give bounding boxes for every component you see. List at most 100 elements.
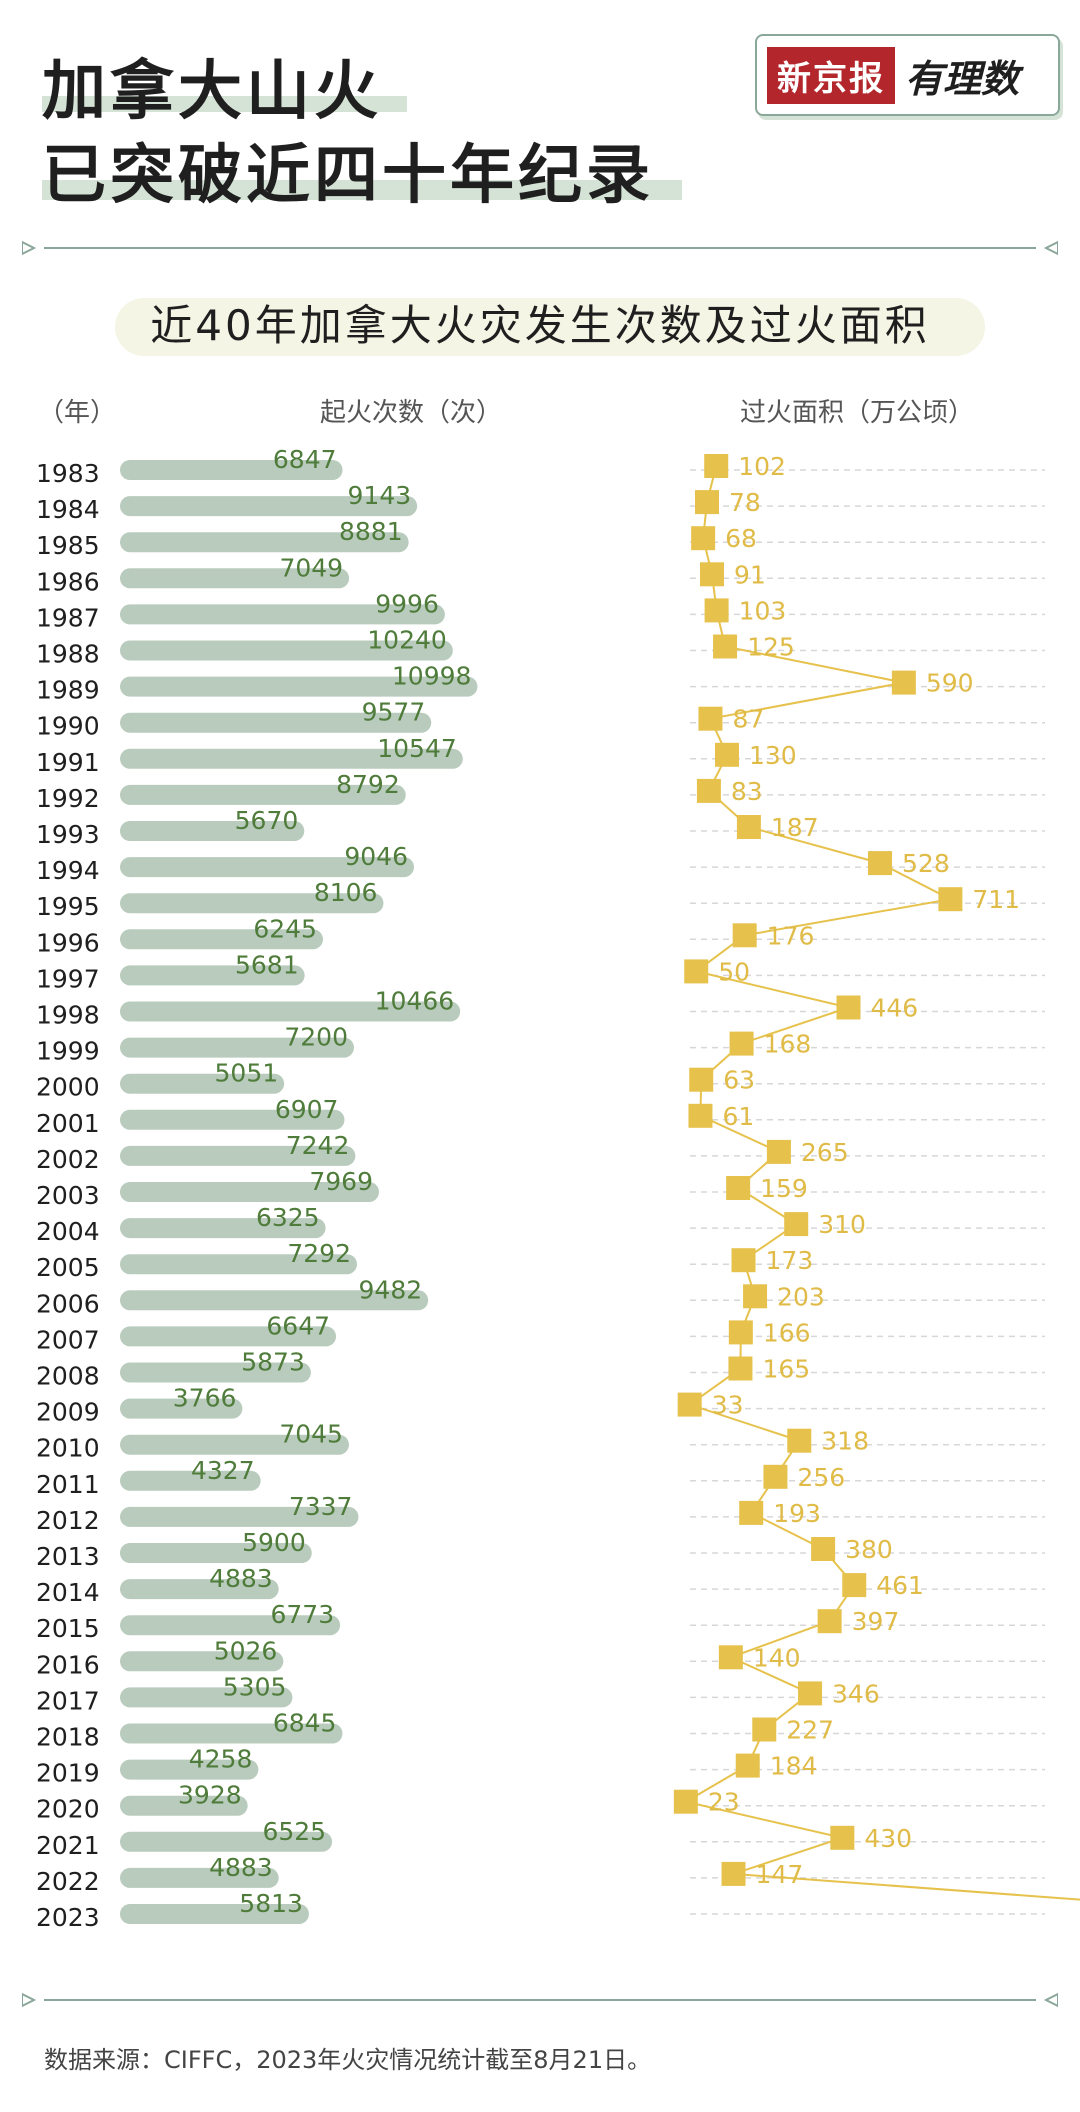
fire-count-label: 5670 (235, 806, 299, 835)
fire-count-bar (120, 1687, 293, 1708)
area-marker (728, 1320, 753, 1345)
area-value-label: 125 (747, 633, 795, 662)
area-marker (830, 1825, 855, 1850)
area-marker (728, 1356, 753, 1381)
area-marker (713, 634, 738, 659)
area-marker (743, 1284, 768, 1309)
area-marker (811, 1537, 836, 1561)
year-label: 2006 (36, 1289, 100, 1318)
area-value-label: 187 (771, 813, 819, 842)
fire-count-bar (120, 1073, 285, 1094)
year-label: 2015 (36, 1614, 100, 1643)
fire-count-bar (120, 1398, 243, 1419)
area-value-label: 68 (725, 524, 757, 553)
fire-count-bar (120, 1506, 359, 1527)
fire-count-label: 3766 (173, 1384, 237, 1413)
area-value-label: 346 (832, 1679, 880, 1708)
area-value-label: 103 (739, 596, 787, 625)
area-marker (696, 778, 721, 803)
fire-count-label: 6525 (262, 1817, 326, 1846)
fire-count-label: 5873 (241, 1348, 305, 1377)
area-marker (735, 1753, 760, 1778)
fire-count-label: 9143 (348, 481, 412, 510)
fire-count-bar (120, 1615, 341, 1636)
area-value-label: 83 (731, 777, 763, 806)
area-value-label: 184 (770, 1752, 818, 1781)
fire-count-label: 4327 (191, 1456, 255, 1485)
fire-count-bar (120, 1579, 279, 1600)
year-label: 1995 (36, 892, 100, 921)
year-label: 1992 (36, 784, 100, 813)
fire-count-label: 10240 (367, 626, 447, 655)
area-value-label: 63 (723, 1066, 755, 1095)
area-marker (736, 815, 761, 839)
year-label: 1997 (36, 964, 100, 993)
area-value-label: 87 (732, 705, 764, 734)
year-label: 1985 (36, 531, 100, 560)
area-marker (836, 995, 861, 1020)
year-label: 2022 (36, 1867, 100, 1896)
fire-count-bar (120, 784, 406, 805)
fire-count-label: 9996 (375, 589, 439, 618)
area-marker (739, 1500, 764, 1525)
page-title-line-1: 加拿大山火 (42, 55, 382, 129)
year-label: 2010 (36, 1434, 100, 1463)
area-marker (726, 1176, 751, 1200)
fire-count-label: 10998 (392, 662, 472, 691)
year-label: 1994 (36, 856, 100, 885)
area-value-label: 23 (708, 1788, 740, 1817)
fire-count-label: 6907 (275, 1095, 339, 1124)
fire-count-bar (120, 965, 305, 986)
year-label: 2018 (36, 1723, 100, 1752)
year-label: 1998 (36, 1001, 100, 1030)
area-marker (732, 923, 757, 948)
fire-count-label: 9482 (359, 1275, 423, 1304)
year-label: 2020 (36, 1795, 100, 1824)
fire-count-label: 7242 (286, 1131, 350, 1160)
area-value-label: 461 (876, 1571, 924, 1600)
area-marker (766, 1139, 791, 1164)
area-marker (691, 526, 716, 551)
fire-count-bar (120, 712, 432, 733)
area-value-label: 430 (864, 1824, 912, 1853)
fire-count-label: 4883 (209, 1853, 273, 1882)
year-axis-label: （年） (38, 398, 117, 428)
fire-count-bar (120, 1218, 326, 1239)
year-label: 1989 (36, 676, 100, 705)
subtitle-background (115, 298, 985, 356)
area-value-label: 78 (729, 488, 761, 517)
fire-count-label: 10547 (377, 734, 457, 763)
fire-count-bar (120, 1037, 354, 1058)
area-marker (677, 1392, 702, 1417)
area-marker (817, 1609, 842, 1634)
year-label: 1988 (36, 640, 100, 669)
fire-count-bar (120, 1651, 284, 1672)
area-marker (699, 562, 724, 587)
area-value-label: 102 (738, 452, 786, 481)
fire-count-label: 4883 (209, 1564, 273, 1593)
area-marker (938, 887, 963, 912)
year-label: 2012 (36, 1506, 100, 1535)
fire-count-label: 6773 (270, 1600, 334, 1629)
fire-count-bar (120, 1723, 343, 1744)
area-marker (704, 454, 729, 478)
area-value-label: 176 (767, 921, 815, 950)
year-label: 2001 (36, 1109, 100, 1138)
year-label: 1993 (36, 820, 100, 849)
area-marker (868, 851, 893, 876)
area-value-label: 528 (902, 849, 950, 878)
year-label: 1984 (36, 495, 100, 524)
fire-count-label: 7969 (309, 1167, 373, 1196)
fire-count-label: 7045 (279, 1420, 343, 1449)
year-label: 2016 (36, 1650, 100, 1679)
year-label: 1986 (36, 567, 100, 596)
area-value-label: 159 (760, 1174, 808, 1203)
fire-count-bar (120, 496, 418, 517)
fire-count-label: 9046 (344, 842, 408, 871)
area-value-label: 147 (756, 1860, 804, 1889)
area-value-label: 265 (801, 1138, 849, 1167)
area-marker (787, 1428, 812, 1453)
year-label: 2019 (36, 1759, 100, 1788)
fire-count-label: 8792 (336, 770, 400, 799)
fire-count-bar (120, 857, 414, 878)
